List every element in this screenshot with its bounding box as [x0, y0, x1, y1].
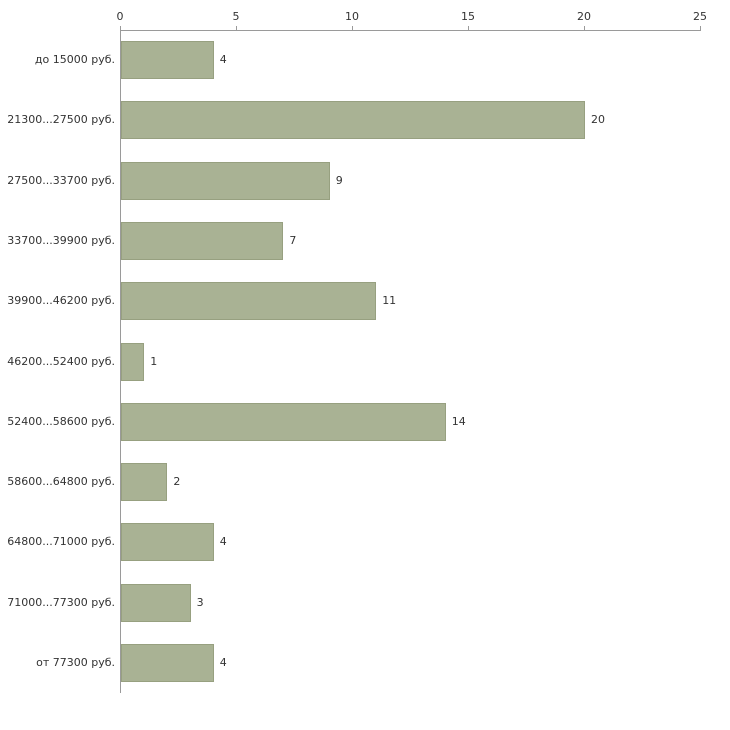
- x-tick-mark: [236, 26, 237, 30]
- bar: [121, 101, 585, 140]
- category-label: 71000...77300 руб.: [7, 595, 115, 609]
- category-label: 52400...58600 руб.: [7, 414, 115, 428]
- bar: [121, 523, 214, 562]
- category-label: 21300...27500 руб.: [7, 113, 115, 127]
- x-tick-mark: [700, 26, 701, 30]
- bar: [121, 583, 191, 622]
- x-tick-mark: [584, 26, 585, 30]
- value-label: 1: [150, 354, 158, 368]
- category-label: 46200...52400 руб.: [7, 354, 115, 368]
- category-label: 64800...71000 руб.: [7, 535, 115, 549]
- x-tick-label: 5: [232, 10, 240, 23]
- y-axis-line: [120, 30, 121, 693]
- x-tick-mark: [352, 26, 353, 30]
- category-label: 33700...39900 руб.: [7, 233, 115, 247]
- bar: [121, 463, 168, 502]
- x-tick-label: 25: [693, 10, 707, 23]
- value-label: 20: [591, 113, 605, 127]
- value-label: 7: [289, 233, 297, 247]
- x-axis-line: [120, 30, 701, 31]
- category-label: 58600...64800 руб.: [7, 475, 115, 489]
- category-label: 39900...46200 руб.: [7, 294, 115, 308]
- bar: [121, 643, 214, 682]
- bar: [121, 161, 330, 200]
- value-label: 4: [219, 53, 227, 67]
- bar: [121, 402, 446, 441]
- value-label: 11: [382, 294, 397, 308]
- bar: [121, 282, 377, 321]
- category-label: до 15000 руб.: [34, 53, 115, 67]
- x-tick-label: 20: [577, 10, 591, 23]
- category-label: от 77300 руб.: [36, 655, 115, 669]
- value-label: 4: [219, 535, 227, 549]
- value-label: 4: [219, 655, 227, 669]
- bar: [121, 41, 214, 80]
- value-label: 2: [173, 475, 181, 489]
- x-tick-label: 0: [116, 10, 124, 23]
- x-tick-label: 10: [345, 10, 359, 23]
- value-label: 14: [451, 414, 466, 428]
- value-label: 3: [196, 595, 204, 609]
- x-tick-mark: [120, 26, 121, 30]
- x-tick-mark: [468, 26, 469, 30]
- x-tick-label: 15: [461, 10, 475, 23]
- bar: [121, 221, 284, 260]
- category-label: 27500...33700 руб.: [7, 173, 115, 187]
- bar: [121, 342, 145, 381]
- value-label: 9: [335, 173, 343, 187]
